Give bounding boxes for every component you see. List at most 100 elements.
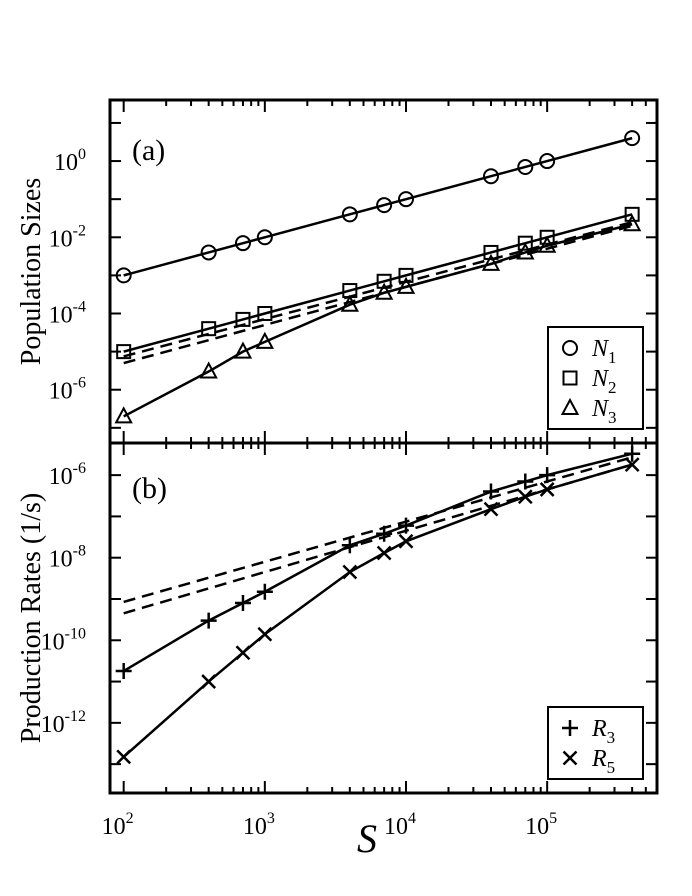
x-ticks bbox=[122, 100, 658, 793]
data-point-r3 bbox=[376, 525, 393, 542]
y-tick-label: 10-8 bbox=[49, 543, 86, 573]
x-axis-label: S bbox=[357, 816, 377, 861]
data-point-r3 bbox=[341, 537, 358, 554]
data-point-n1 bbox=[115, 267, 132, 284]
data-point-r3 bbox=[539, 467, 556, 484]
data-point-n2 bbox=[257, 306, 273, 322]
data-point-n3 bbox=[396, 276, 416, 294]
y-tick-label: 10-12 bbox=[41, 708, 86, 738]
data-point-n3 bbox=[340, 294, 359, 312]
data-point-n2 bbox=[517, 235, 533, 251]
legend-marker-r5 bbox=[562, 750, 578, 766]
data-point-n2 bbox=[483, 244, 499, 260]
legend-label-r5: R5 bbox=[591, 746, 615, 777]
data-point-n3 bbox=[255, 331, 275, 349]
data-point-r3 bbox=[234, 594, 251, 611]
panel-label: (a) bbox=[132, 134, 165, 167]
data-point-n2 bbox=[116, 344, 132, 360]
x-tick-label: 103 bbox=[243, 810, 275, 840]
y-tick-label: 100 bbox=[54, 146, 86, 176]
dashed-guide-line bbox=[123, 224, 633, 365]
panel-label: (b) bbox=[132, 472, 167, 505]
svg-text:10-4: 10-4 bbox=[49, 299, 86, 329]
data-point-n3 bbox=[374, 282, 394, 300]
data-point-n1 bbox=[200, 244, 217, 261]
data-point-n2 bbox=[376, 273, 392, 289]
data-point-n3 bbox=[114, 406, 133, 424]
data-point-r5 bbox=[376, 545, 392, 561]
legend-box bbox=[547, 706, 644, 780]
data-point-r5 bbox=[517, 489, 533, 505]
data-point-n2 bbox=[201, 321, 217, 337]
legend-label-r3: R3 bbox=[591, 716, 615, 747]
data-point-r5 bbox=[483, 501, 499, 517]
data-point-r5 bbox=[398, 533, 414, 549]
legend-marker-n2 bbox=[562, 370, 578, 386]
svg-text:10-2: 10-2 bbox=[49, 222, 86, 252]
legend-marker-r3 bbox=[562, 720, 578, 736]
legend-label-n3: N3 bbox=[591, 396, 617, 427]
svg-text:10-12: 10-12 bbox=[41, 708, 86, 738]
data-point-n1 bbox=[341, 206, 358, 223]
data-point-n3 bbox=[537, 235, 557, 253]
data-point-n2 bbox=[624, 206, 640, 222]
data-point-n1 bbox=[376, 197, 393, 214]
y-tick-label: 10-10 bbox=[41, 625, 86, 655]
svg-text:10-6: 10-6 bbox=[49, 375, 86, 405]
legend-marker-n3 bbox=[560, 397, 580, 415]
y-tick-label: 10-4 bbox=[49, 299, 86, 329]
svg-text:10-8: 10-8 bbox=[49, 543, 86, 573]
series-line-n3 bbox=[123, 223, 633, 418]
svg-text:10-6: 10-6 bbox=[49, 460, 86, 490]
y-tick-label: 10-6 bbox=[49, 460, 86, 490]
data-point-n3 bbox=[516, 242, 535, 260]
x-tick-label: 105 bbox=[525, 810, 557, 840]
data-point-r5 bbox=[539, 482, 555, 497]
data-point-r3 bbox=[397, 517, 414, 534]
data-point-r5 bbox=[235, 645, 251, 661]
x-tick-label: 104 bbox=[384, 810, 416, 840]
svg-text:100: 100 bbox=[54, 146, 86, 176]
legend-label-n1: N1 bbox=[591, 336, 617, 367]
data-point-r3 bbox=[200, 612, 217, 629]
data-point-n1 bbox=[482, 168, 499, 185]
shared-x-axis: 102 103 104 105 S bbox=[102, 100, 658, 861]
y-ticks-a bbox=[110, 121, 657, 429]
data-point-n2 bbox=[235, 311, 251, 327]
x-tick-label: 102 bbox=[102, 810, 134, 840]
data-point-n2 bbox=[539, 229, 555, 245]
y-axis-label: Production Rates (1/s) bbox=[16, 493, 47, 743]
svg-text:10-10: 10-10 bbox=[41, 625, 86, 655]
legend-label-n2: N2 bbox=[591, 366, 617, 397]
data-point-r3 bbox=[482, 483, 499, 500]
data-point-r5 bbox=[342, 564, 358, 580]
data-point-r3 bbox=[517, 473, 534, 490]
data-point-n3 bbox=[622, 214, 642, 232]
y-axis-label: Population Sizes bbox=[16, 178, 47, 365]
data-point-n2 bbox=[398, 267, 414, 283]
data-point-n1 bbox=[256, 229, 273, 246]
data-point-n1 bbox=[624, 130, 641, 147]
svg-text:103: 103 bbox=[243, 810, 275, 840]
y-tick-label: 10-6 bbox=[49, 375, 86, 405]
data-point-r3 bbox=[256, 583, 273, 600]
data-point-n1 bbox=[234, 235, 251, 252]
data-point-r5 bbox=[116, 749, 132, 765]
svg-text:105: 105 bbox=[525, 810, 557, 840]
legend-marker-n1 bbox=[562, 340, 578, 356]
data-point-r3 bbox=[115, 663, 132, 680]
data-point-r5 bbox=[201, 674, 217, 689]
data-point-n3 bbox=[481, 253, 501, 271]
data-point-n1 bbox=[539, 153, 556, 170]
dashed-guide-line bbox=[123, 456, 633, 604]
data-point-n3 bbox=[233, 341, 253, 359]
data-point-n1 bbox=[517, 158, 534, 175]
data-point-r5 bbox=[624, 457, 640, 472]
svg-text:102: 102 bbox=[102, 810, 134, 840]
svg-text:104: 104 bbox=[384, 810, 416, 840]
data-point-n3 bbox=[199, 361, 218, 379]
y-tick-label: 10-2 bbox=[49, 222, 86, 252]
